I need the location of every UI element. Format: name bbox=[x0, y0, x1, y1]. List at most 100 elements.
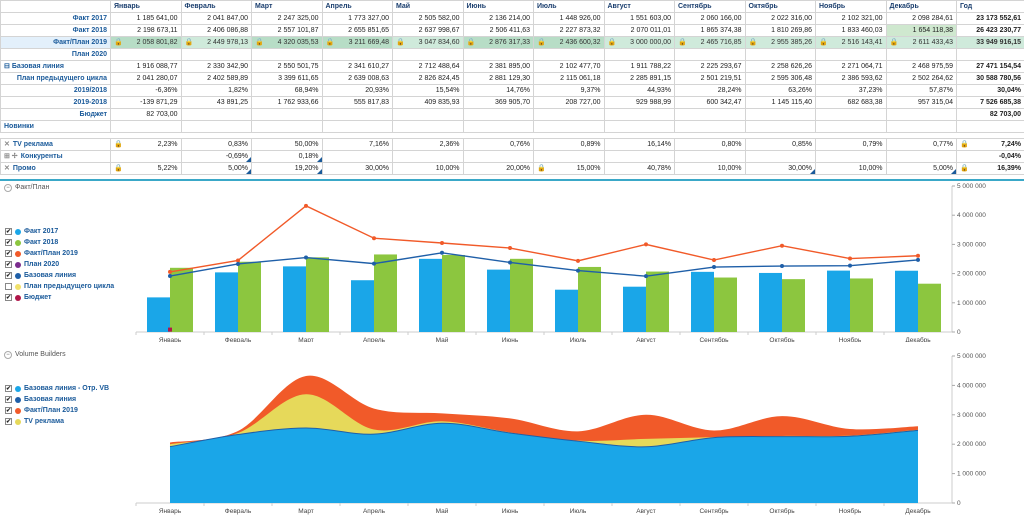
row-label[interactable]: 2019/2018 bbox=[0, 84, 111, 97]
table-cell[interactable]: 1,82% bbox=[180, 84, 252, 97]
table-cell[interactable]: 2 285 891,15 bbox=[603, 72, 675, 85]
lock-icon[interactable]: 🔒 bbox=[466, 38, 476, 46]
table-cell[interactable] bbox=[603, 120, 675, 133]
table-cell[interactable]: 7,16% bbox=[321, 138, 393, 151]
table-cell[interactable] bbox=[815, 108, 887, 121]
table-cell[interactable]: 2 505 582,00 bbox=[392, 12, 464, 25]
table-cell[interactable] bbox=[251, 108, 323, 121]
table-cell[interactable]: 2 712 488,64 bbox=[392, 60, 464, 73]
lock-icon[interactable]: 🔒 bbox=[114, 164, 123, 172]
legend-item[interactable]: ✔ Базовая линия bbox=[5, 270, 114, 281]
table-cell[interactable]: 19,20% bbox=[251, 162, 323, 175]
table-cell[interactable] bbox=[392, 120, 464, 133]
table-cell[interactable]: 2 102 321,00 bbox=[815, 12, 887, 25]
table-cell[interactable] bbox=[744, 120, 816, 133]
table-cell[interactable]: 57,87% bbox=[885, 84, 957, 97]
table-cell-year[interactable] bbox=[956, 120, 1024, 133]
table-cell-year[interactable]: 🔒 16,39% bbox=[956, 162, 1024, 175]
remove-icon[interactable]: ✕ bbox=[4, 140, 10, 148]
table-cell[interactable]: 5,00% bbox=[885, 162, 957, 175]
table-cell[interactable]: 16,14% bbox=[603, 138, 675, 151]
lock-icon[interactable]: 🔒 bbox=[537, 38, 546, 46]
lock-icon[interactable]: 🔒 bbox=[114, 140, 123, 148]
table-cell[interactable]: 68,94% bbox=[251, 84, 323, 97]
collapse-toggle-icon[interactable]: − bbox=[4, 184, 12, 192]
table-cell[interactable]: 40,78% bbox=[603, 162, 675, 175]
table-cell[interactable] bbox=[392, 108, 464, 121]
table-cell[interactable]: 0,77% bbox=[885, 138, 957, 151]
row-label[interactable]: Факт 2018 bbox=[0, 24, 111, 37]
table-cell[interactable]: 2 381 895,00 bbox=[462, 60, 534, 73]
table-cell[interactable]: 1 833 460,03 bbox=[815, 24, 887, 37]
table-cell[interactable]: 20,93% bbox=[321, 84, 393, 97]
table-cell-year[interactable]: -0,04% bbox=[956, 150, 1024, 163]
table-cell-year[interactable]: 30,04% bbox=[956, 84, 1024, 97]
table-cell[interactable]: 2 406 086,88 bbox=[180, 24, 252, 37]
legend-item[interactable]: ✔ Факт 2017 bbox=[5, 226, 114, 237]
table-cell[interactable] bbox=[462, 120, 534, 133]
expand-icon[interactable]: ⊞ ✢ bbox=[4, 152, 18, 160]
table-cell[interactable] bbox=[885, 120, 957, 133]
legend-checkbox[interactable]: ✔ bbox=[5, 228, 12, 235]
table-cell[interactable]: 9,37% bbox=[533, 84, 605, 97]
table-cell[interactable]: 2 060 166,00 bbox=[674, 12, 746, 25]
table-cell[interactable]: 555 817,83 bbox=[321, 96, 393, 109]
row-label[interactable]: План предыдущего цикла bbox=[0, 72, 111, 85]
legend-item[interactable]: План предыдущего цикла bbox=[5, 281, 114, 292]
table-cell[interactable]: 2 468 975,59 bbox=[885, 60, 957, 73]
legend-checkbox[interactable]: ✔ bbox=[5, 272, 12, 279]
table-cell[interactable] bbox=[180, 108, 252, 121]
table-cell[interactable]: 2 826 824,45 bbox=[392, 72, 464, 85]
table-cell[interactable]: 2 070 011,01 bbox=[603, 24, 675, 37]
table-cell[interactable] bbox=[885, 108, 957, 121]
table-cell[interactable]: 1 865 374,38 bbox=[674, 24, 746, 37]
row-label[interactable]: Факт 2017 bbox=[0, 12, 111, 25]
header-month[interactable]: Ноябрь bbox=[815, 0, 887, 13]
table-cell-year[interactable]: 23 173 552,61 bbox=[956, 12, 1024, 25]
table-cell[interactable] bbox=[462, 150, 534, 163]
row-label[interactable]: 2019-2018 bbox=[0, 96, 111, 109]
table-cell[interactable] bbox=[251, 120, 323, 133]
table-cell[interactable]: 1 810 269,86 bbox=[744, 24, 816, 37]
table-cell[interactable] bbox=[674, 150, 746, 163]
table-cell[interactable]: 957 315,04 bbox=[885, 96, 957, 109]
table-cell-year[interactable]: 82 703,00 bbox=[956, 108, 1024, 121]
table-cell[interactable]: 1 448 926,00 bbox=[533, 12, 605, 25]
table-cell[interactable]: 2 022 316,00 bbox=[744, 12, 816, 25]
table-cell[interactable]: 5,00% bbox=[180, 162, 252, 175]
table-cell[interactable]: 1 145 115,40 bbox=[744, 96, 816, 109]
legend-checkbox[interactable]: ✔ bbox=[5, 294, 12, 301]
section-fact-plan[interactable]: − Факт/План bbox=[4, 184, 49, 192]
table-cell[interactable]: 2 557 101,87 bbox=[251, 24, 323, 37]
table-cell[interactable] bbox=[180, 120, 252, 133]
lock-icon[interactable]: 🔒 bbox=[607, 38, 617, 46]
section-volume-builders[interactable]: − Volume Builders bbox=[4, 351, 66, 359]
table-cell[interactable]: 30,00% bbox=[321, 162, 393, 175]
lock-icon[interactable]: 🔒 bbox=[748, 38, 758, 46]
table-cell[interactable] bbox=[110, 48, 182, 61]
table-cell[interactable]: 2 881 129,30 bbox=[462, 72, 534, 85]
table-cell[interactable] bbox=[462, 48, 534, 61]
table-cell[interactable] bbox=[744, 108, 816, 121]
table-cell[interactable]: 63,26% bbox=[744, 84, 816, 97]
legend-checkbox[interactable]: ✔ bbox=[5, 239, 12, 246]
table-cell[interactable]: 0,18% bbox=[251, 150, 323, 163]
table-cell[interactable]: 30,00% bbox=[744, 162, 816, 175]
table-cell[interactable]: 10,00% bbox=[815, 162, 887, 175]
table-cell[interactable]: 🔒 2 436 600,32 bbox=[533, 36, 605, 49]
legend-checkbox[interactable]: ✔ bbox=[5, 250, 12, 257]
header-month[interactable]: Июль bbox=[533, 0, 605, 13]
row-label[interactable]: ⊞ ✢ Конкуренты bbox=[0, 150, 111, 163]
table-cell[interactable]: 2 041 847,00 bbox=[180, 12, 252, 25]
legend-checkbox[interactable]: ✔ bbox=[5, 385, 12, 392]
lock-icon[interactable]: 🔒 bbox=[114, 38, 123, 46]
header-month[interactable]: Сентябрь bbox=[674, 0, 746, 13]
table-cell[interactable]: 2 502 264,62 bbox=[885, 72, 957, 85]
table-cell[interactable] bbox=[392, 150, 464, 163]
lock-icon[interactable]: 🔒 bbox=[537, 164, 546, 172]
row-label[interactable]: Новинки bbox=[0, 120, 111, 133]
table-cell[interactable]: 2 637 998,67 bbox=[392, 24, 464, 37]
table-cell[interactable] bbox=[462, 108, 534, 121]
table-cell[interactable]: 🔒 4 320 035,53 bbox=[251, 36, 323, 49]
header-month[interactable]: Январь bbox=[110, 0, 182, 13]
